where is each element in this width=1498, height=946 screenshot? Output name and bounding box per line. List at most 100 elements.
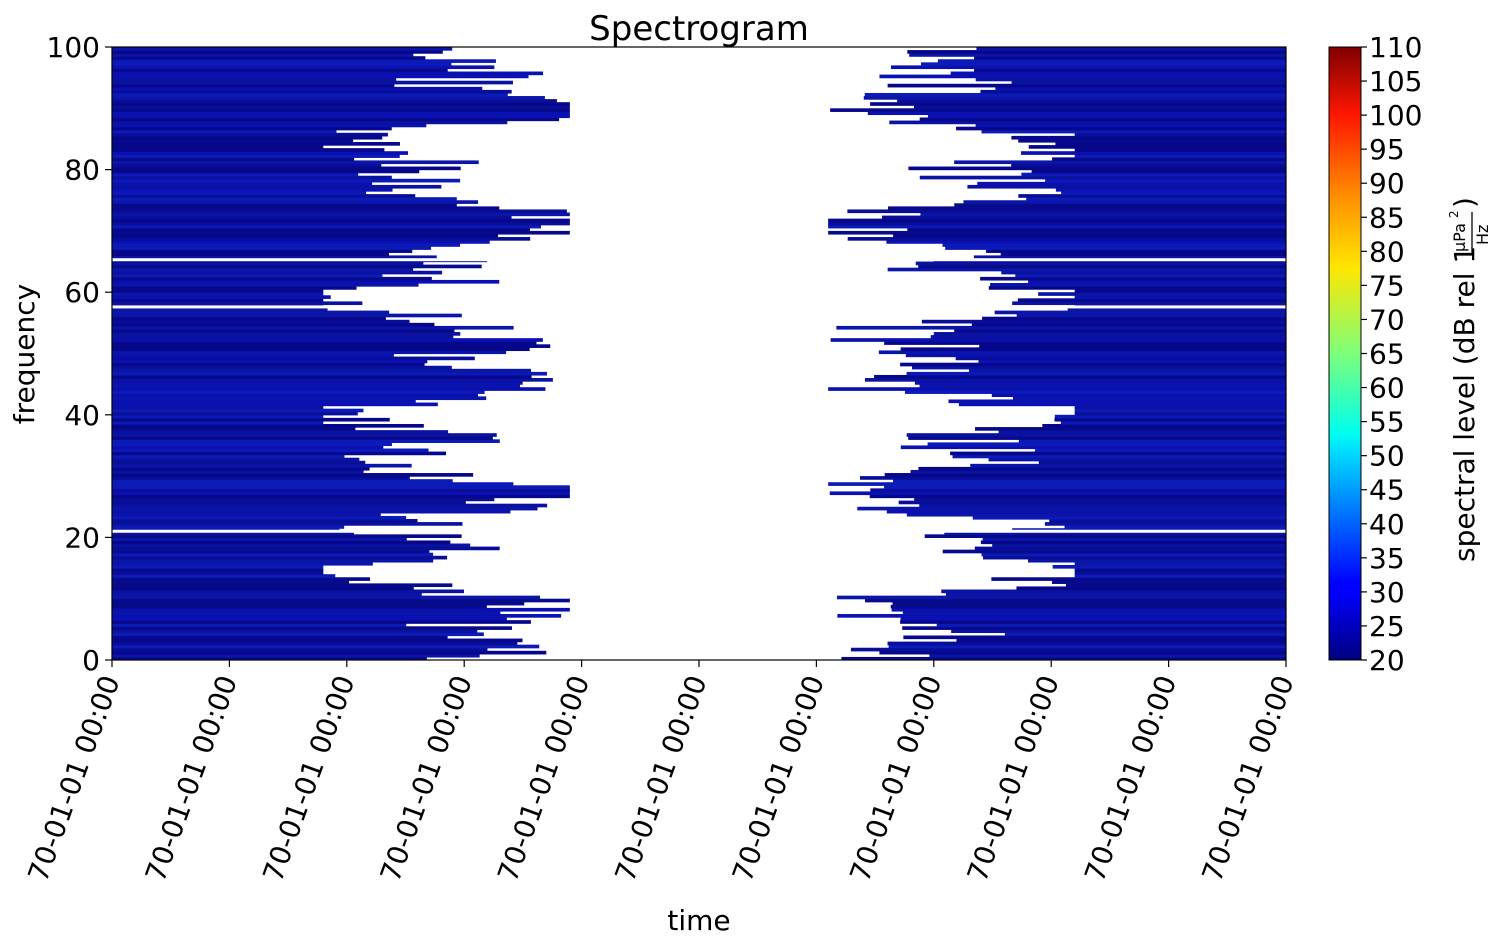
spectrogram-band-right xyxy=(1000,252,1286,257)
spectrogram-band-left xyxy=(112,252,389,257)
spectrogram-band-right xyxy=(991,577,1286,581)
y-tick-label: 0 xyxy=(82,644,100,677)
spectrogram-band-right xyxy=(1021,172,1286,177)
spectrogram-band-right xyxy=(865,598,1286,603)
spectrogram-band-right xyxy=(950,71,1286,76)
spectrogram-band-left xyxy=(112,558,434,563)
spectrogram-band-right xyxy=(1027,558,1286,563)
x-tick-label: 70-01-01 00:00 xyxy=(139,671,244,886)
spectrogram-band-left xyxy=(112,160,479,165)
spectrogram-band-left xyxy=(112,420,324,425)
spectrogram-band-right xyxy=(933,332,1286,336)
spectrogram-band-right xyxy=(998,430,1286,434)
spectrogram-band-right xyxy=(1016,313,1286,318)
spectrogram-band-left xyxy=(112,411,358,416)
spectrogram-band-right xyxy=(878,350,1286,355)
spectrogram-band-right xyxy=(921,62,1286,66)
spectrogram-band-right xyxy=(942,549,1286,554)
spectrogram-band-left xyxy=(112,387,546,391)
spectrogram-band-right xyxy=(893,479,1286,483)
spectrogram-band-right xyxy=(1065,583,1286,588)
spectrogram-band-left xyxy=(112,102,570,106)
spectrogram-band-right xyxy=(1052,564,1286,569)
spectrogram-band-left xyxy=(112,515,407,520)
spectrogram-band-left xyxy=(112,243,461,247)
spectrogram-band-right xyxy=(915,261,1286,266)
colorbar-tick-label: 25 xyxy=(1369,610,1405,643)
spectrogram-band-left xyxy=(112,647,488,652)
y-tick-label: 20 xyxy=(64,521,100,554)
spectrogram-band-right xyxy=(919,175,1286,180)
spectrogram-band-left xyxy=(112,129,337,134)
unit-exponent: 2 xyxy=(1447,210,1461,218)
spectrogram-band-right xyxy=(907,50,1286,54)
spectrogram-band-right xyxy=(975,123,1286,128)
x-tick-label: 70-01-01 00:00 xyxy=(256,671,361,886)
spectrogram-band-left xyxy=(112,264,482,269)
spectrogram-band-right xyxy=(841,656,1286,660)
spectrogram-band-right xyxy=(869,494,1286,499)
spectrogram-band-left xyxy=(112,442,392,447)
spectrogram-band-left xyxy=(112,457,360,462)
spectrogram-band-left xyxy=(112,402,438,407)
spectrogram-band-left xyxy=(112,350,507,355)
spectrogram-band-left xyxy=(112,126,392,131)
y-tick-label: 60 xyxy=(64,276,100,309)
spectrogram-band-right xyxy=(955,356,1286,361)
spectrogram-band-right xyxy=(954,328,1286,333)
spectrogram-band-right xyxy=(982,537,1286,542)
spectrogram-band-right xyxy=(970,463,1286,468)
spectrogram-band-left xyxy=(112,500,466,505)
spectrogram-band-right xyxy=(898,500,1286,505)
spectrogram-band-right xyxy=(828,482,1286,486)
spectrogram-band-right xyxy=(919,384,1286,388)
spectrogram-band-right xyxy=(975,77,1286,82)
spectrogram-band-left xyxy=(112,249,413,253)
spectrogram-band-right xyxy=(1001,270,1286,275)
spectrogram-band-right xyxy=(1028,145,1286,149)
colorbar-label-main: spectral level (dB rel 1 xyxy=(1448,246,1481,562)
spectrogram-band-left xyxy=(112,218,570,223)
spectrogram-band-right xyxy=(902,626,1286,630)
spectrogram-band-left xyxy=(112,479,453,483)
spectrogram-band-left xyxy=(112,509,511,514)
spectrogram-band-right xyxy=(847,237,1286,241)
spectrogram-band-right xyxy=(1067,307,1286,312)
spectrogram-band-right xyxy=(974,68,1286,73)
spectrogram-band-left xyxy=(112,614,562,618)
spectrogram-band-left xyxy=(112,601,525,606)
spectrogram-band-right xyxy=(1035,448,1286,453)
spectrogram-band-right xyxy=(927,442,1286,447)
spectrogram-band-right xyxy=(863,96,1286,100)
spectrogram-band-left xyxy=(112,365,452,370)
spectrogram-band-right xyxy=(909,53,1286,57)
spectrogram-band-right xyxy=(900,617,1286,621)
spectrogram-gap-line xyxy=(112,529,1286,533)
spectrogram-band-right xyxy=(920,212,1286,217)
spectrogram-band-left xyxy=(112,451,447,456)
spectrogram-band-left xyxy=(112,74,529,79)
spectrogram-band-left xyxy=(112,368,532,373)
spectrogram-band-left xyxy=(112,378,553,382)
spectrogram-band-left xyxy=(112,240,490,244)
chart-title: Spectrogram xyxy=(589,9,809,49)
spectrogram-band-right xyxy=(828,230,1286,235)
spectrogram-band-left xyxy=(112,123,427,128)
spectrogram-band-right xyxy=(956,126,1286,131)
spectrogram-band-right xyxy=(918,466,1286,471)
colorbar-tick-label: 35 xyxy=(1369,542,1405,575)
spectrogram-band-right xyxy=(886,240,1286,244)
spectrogram-band-right xyxy=(1018,194,1286,198)
colorbar-tick-label: 100 xyxy=(1369,99,1422,132)
spectrogram-band-right xyxy=(929,653,1286,658)
spectrogram-band-right xyxy=(927,114,1286,119)
spectrogram-band-left xyxy=(112,105,570,109)
spectrogram-band-left xyxy=(112,197,457,201)
spectrogram-band-left xyxy=(112,203,457,207)
spectrogram-band-right xyxy=(1074,148,1286,152)
spectrogram-band-right xyxy=(924,534,1286,538)
spectrogram-band-right xyxy=(828,387,1286,391)
spectrogram-band-right xyxy=(890,65,1286,70)
spectrogram-band-left xyxy=(112,200,479,204)
spectrogram-band-right xyxy=(937,59,1286,63)
